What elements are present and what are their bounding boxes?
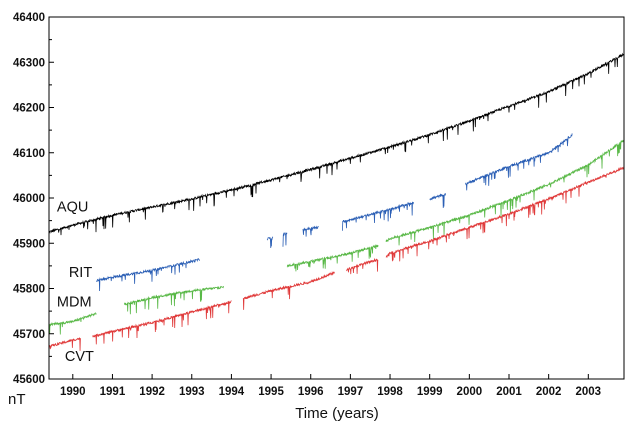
series-cvt-trace xyxy=(92,300,232,345)
series-mdm-trace xyxy=(48,311,97,335)
series-rit-trace xyxy=(302,225,319,237)
series-cvt-trace xyxy=(48,337,82,351)
series-aqu-trace xyxy=(48,52,625,236)
x-axis-title: Time (years) xyxy=(295,405,379,422)
series-rit-trace xyxy=(266,236,274,249)
series-cvt-trace xyxy=(346,257,379,275)
series-label-cvt: CVT xyxy=(65,349,94,365)
x-tick-label: 2003 xyxy=(576,386,602,398)
series-rit-trace xyxy=(429,193,446,208)
y-tick-label: 46400 xyxy=(13,12,45,24)
x-axis: 1990 1991 1992 1993 1994 1995 1996 1997 1998 1999… xyxy=(60,374,601,398)
series-mdm-trace xyxy=(385,139,625,246)
x-tick-label: 2000 xyxy=(457,386,483,398)
y-tick-label: 46100 xyxy=(13,148,45,160)
x-tick-label: 1998 xyxy=(377,386,403,398)
x-tick-label: 1993 xyxy=(179,386,205,398)
x-tick-label: 1991 xyxy=(100,386,126,398)
series-mdm-trace xyxy=(286,243,379,272)
x-tick-label: 1995 xyxy=(258,386,284,398)
x-tick-label: 1996 xyxy=(298,386,324,398)
y-tick-label: 45700 xyxy=(13,329,45,341)
x-tick-label: 1999 xyxy=(417,386,443,398)
series-label-rit: RIT xyxy=(69,265,93,281)
series-mdm-trace xyxy=(123,285,224,315)
y-tick-label: 45900 xyxy=(13,238,45,250)
y-tick-label: 45800 xyxy=(13,284,45,296)
series-labels: AQU RIT MDM CVT xyxy=(57,200,94,365)
x-tick-label: 2002 xyxy=(536,386,562,398)
x-tick-label: 1992 xyxy=(139,386,165,398)
y-tick-label: 46300 xyxy=(13,57,45,69)
series-cvt-trace xyxy=(385,166,625,262)
y-tick-label: 45600 xyxy=(13,374,45,386)
series-cvt-trace xyxy=(242,271,335,310)
y-tick-label: 46200 xyxy=(13,103,45,115)
x-tick-label: 1997 xyxy=(338,386,364,398)
x-tick-label: 1990 xyxy=(60,386,86,398)
y-axis: 45600 45700 45800 45900 46000 46100 46200 46300… xyxy=(13,12,54,386)
y-tick-label: 46000 xyxy=(13,193,45,205)
series-layer xyxy=(48,52,625,351)
series-label-aqu: AQU xyxy=(57,200,88,216)
y-axis-title: nT xyxy=(8,391,26,408)
series-label-mdm: MDM xyxy=(57,295,92,311)
series-rit-trace xyxy=(96,257,200,292)
plot-frame xyxy=(48,16,625,380)
series-rit-trace xyxy=(465,133,573,191)
x-tick-label: 1994 xyxy=(219,386,245,398)
x-tick-label: 2001 xyxy=(496,386,522,398)
series-rit-trace xyxy=(342,201,414,231)
series-rit-trace xyxy=(282,231,288,247)
